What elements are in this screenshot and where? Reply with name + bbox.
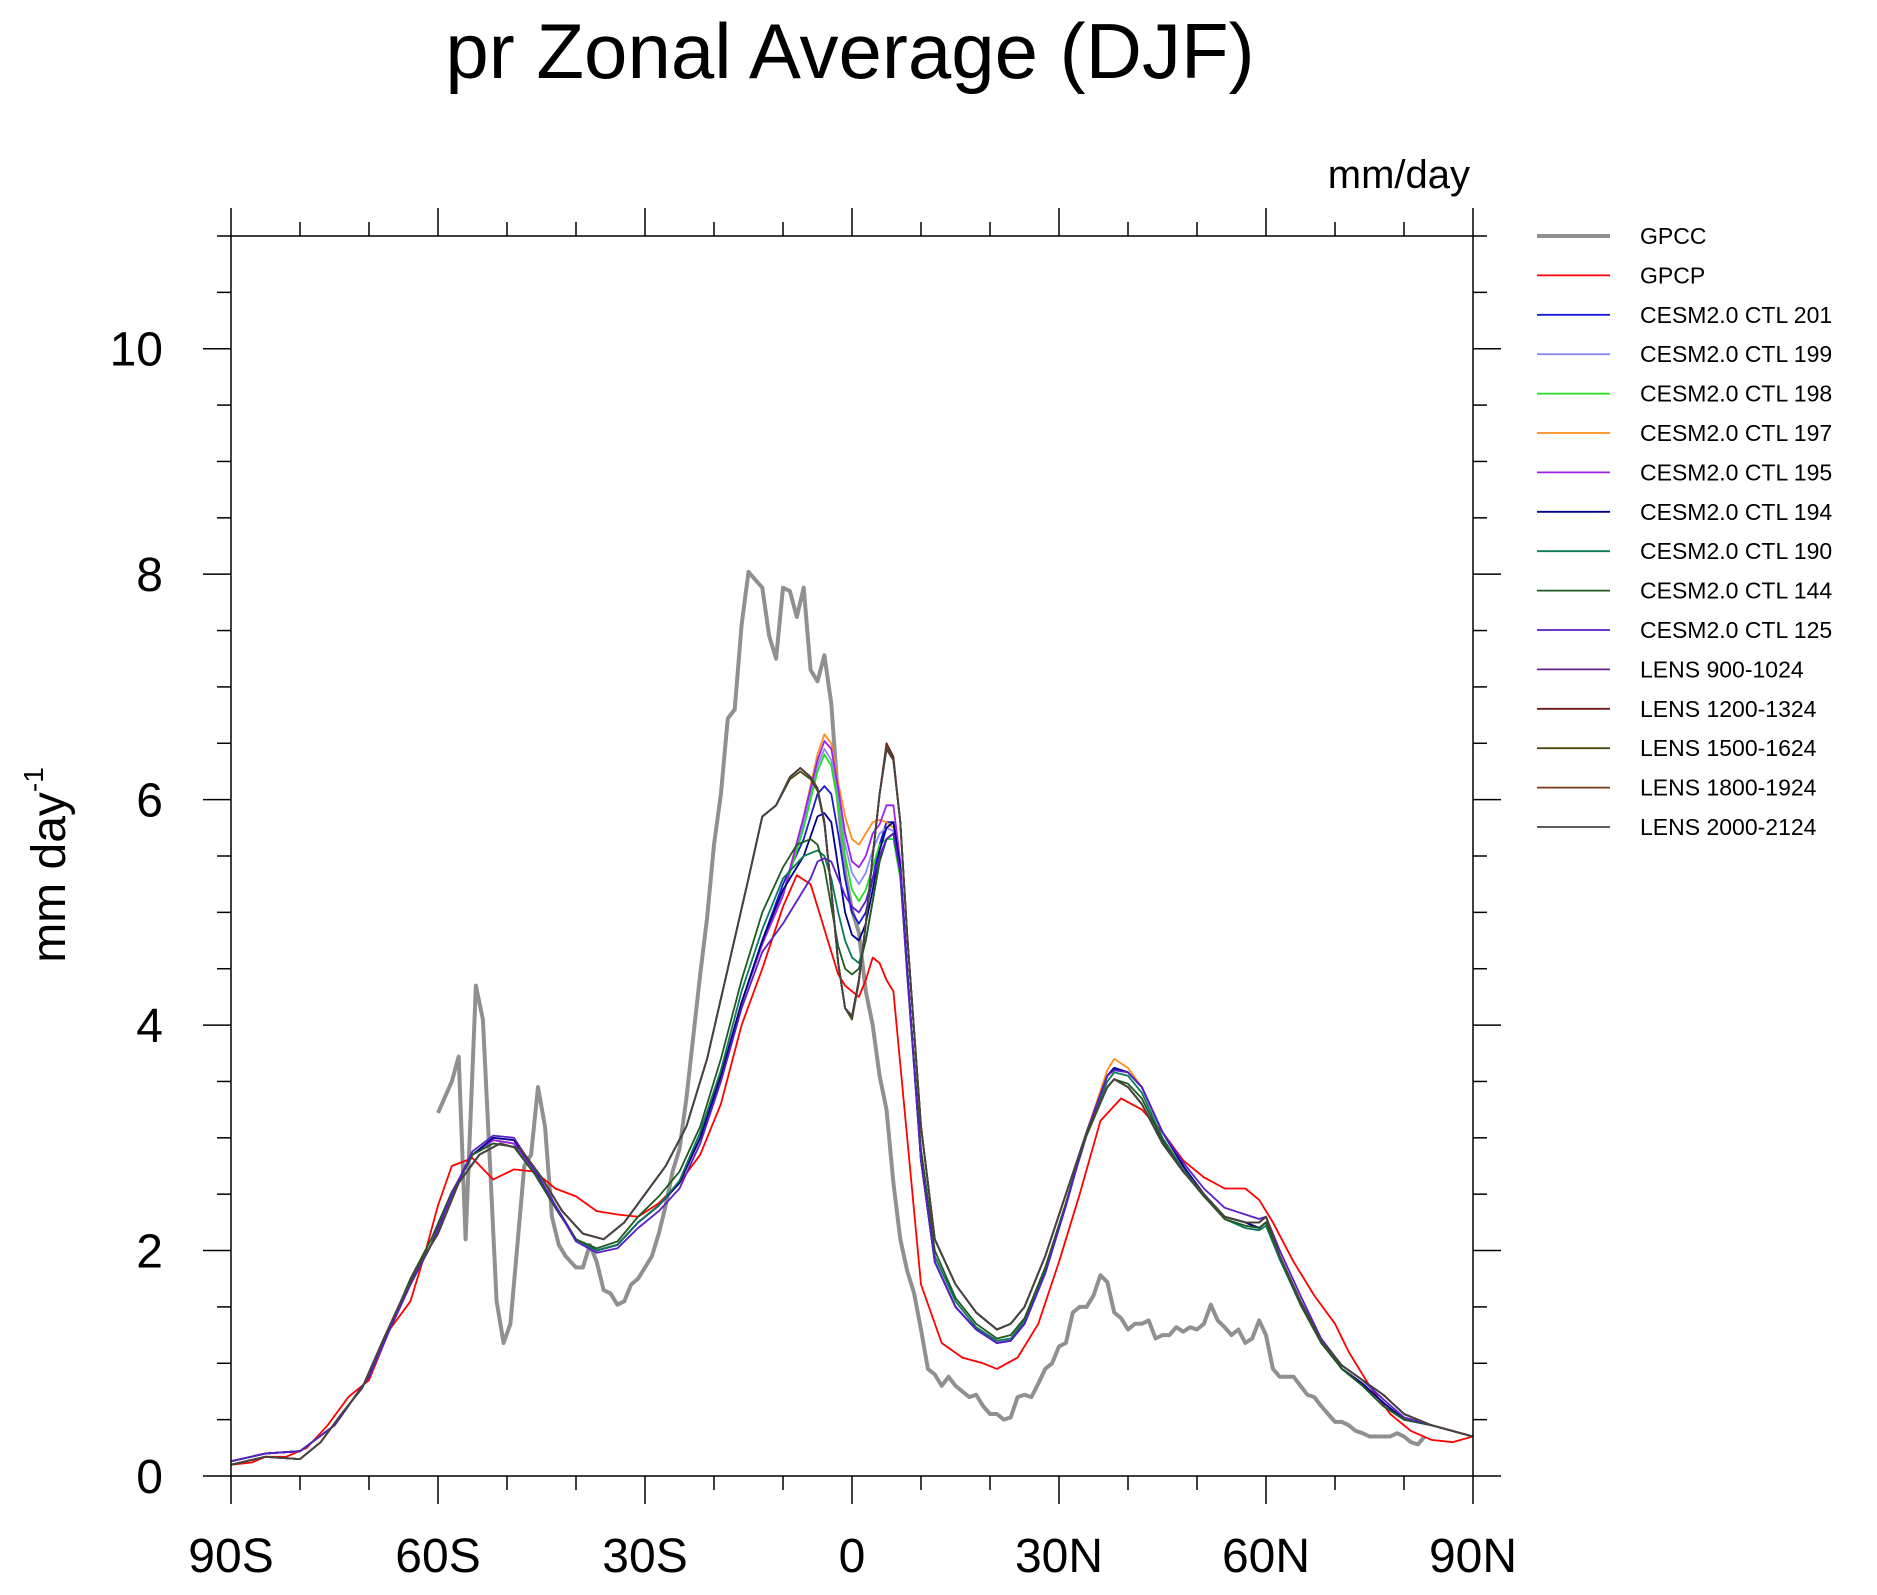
y-tick-label: 0 (136, 1451, 163, 1504)
legend-label: CESM2.0 CTL 125 (1640, 617, 1832, 643)
y-tick-label: 6 (136, 775, 163, 828)
series-line-cesm2-0-ctl-190 (231, 832, 1473, 1463)
y-axis-label: mm day-1 (18, 767, 76, 963)
legend-label: LENS 1800-1924 (1640, 775, 1817, 801)
series-line-lens-2000-2124 (231, 748, 1473, 1466)
legend-label: CESM2.0 CTL 198 (1640, 381, 1832, 407)
y-tick-label: 4 (136, 1000, 163, 1053)
series-lines (231, 569, 1473, 1466)
series-line-lens-1800-1924 (231, 744, 1473, 1466)
legend: GPCC GPCP CESM2.0 CTL 201 CESM2.0 CTL 199 CE… (1537, 223, 1832, 840)
legend-label: CESM2.0 CTL 197 (1640, 420, 1832, 446)
legend-label: LENS 2000-2124 (1640, 814, 1817, 840)
legend-label: CESM2.0 CTL 144 (1640, 578, 1832, 604)
y-axis-label-main: mm day (23, 792, 76, 963)
x-tick-label: 60S (395, 1530, 480, 1583)
legend-label: LENS 1500-1624 (1640, 735, 1817, 761)
x-tick-label: 0 (839, 1530, 866, 1583)
series-line-cesm2-0-ctl-195 (231, 740, 1473, 1463)
x-tick-label: 30S (602, 1530, 687, 1583)
legend-label: LENS 900-1024 (1640, 656, 1804, 682)
y-axis-label-exponent: -1 (18, 767, 49, 792)
series-line-cesm2-0-ctl-125 (231, 832, 1473, 1463)
legend-label: LENS 1200-1324 (1640, 696, 1817, 722)
plot-frame (230, 235, 1474, 1477)
series-line-gpcp (231, 874, 1473, 1466)
legend-label: GPCC (1640, 223, 1706, 249)
x-tick-label: 90S (188, 1530, 273, 1583)
y-tick-label: 10 (110, 324, 163, 377)
x-tick-labels: 90S 60S 30S 0 30N 60N 90N (188, 1530, 1517, 1583)
legend-label: CESM2.0 CTL 194 (1640, 499, 1832, 525)
legend-label: GPCP (1640, 262, 1705, 288)
series-line-lens-900-1024 (231, 748, 1473, 1466)
legend-label: CESM2.0 CTL 190 (1640, 538, 1832, 564)
y-tick-labels: 0 2 4 6 8 10 (110, 324, 163, 1504)
y-tick-label: 2 (136, 1226, 163, 1279)
series-line-cesm2-0-ctl-144 (231, 832, 1473, 1463)
chart-title: pr Zonal Average (DJF) (445, 7, 1254, 95)
legend-label: CESM2.0 CTL 199 (1640, 341, 1832, 367)
legend-label: CESM2.0 CTL 201 (1640, 302, 1832, 328)
series-line-lens-1500-1624 (231, 748, 1473, 1466)
series-line-cesm2-0-ctl-199 (231, 748, 1473, 1463)
y-tick-label: 8 (136, 549, 163, 602)
series-line-gpcc (436, 569, 1427, 1447)
x-tick-label: 60N (1222, 1530, 1310, 1583)
series-line-lens-1200-1324 (231, 742, 1473, 1466)
legend-label: CESM2.0 CTL 195 (1640, 459, 1832, 485)
axis-ticks (203, 208, 1501, 1504)
units-label: mm/day (1328, 153, 1470, 197)
x-tick-label: 90N (1429, 1530, 1517, 1583)
x-tick-label: 30N (1015, 1530, 1103, 1583)
series-line-cesm2-0-ctl-197 (231, 733, 1473, 1463)
